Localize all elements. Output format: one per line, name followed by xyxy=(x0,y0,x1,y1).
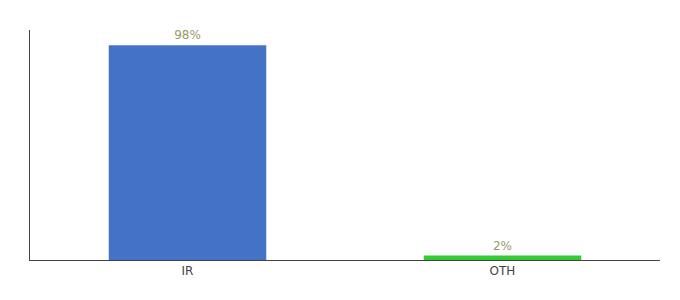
svg-text:2%: 2% xyxy=(493,239,512,253)
svg-text:OTH: OTH xyxy=(490,264,516,278)
svg-text:IR: IR xyxy=(182,264,194,278)
svg-text:98%: 98% xyxy=(174,28,201,42)
